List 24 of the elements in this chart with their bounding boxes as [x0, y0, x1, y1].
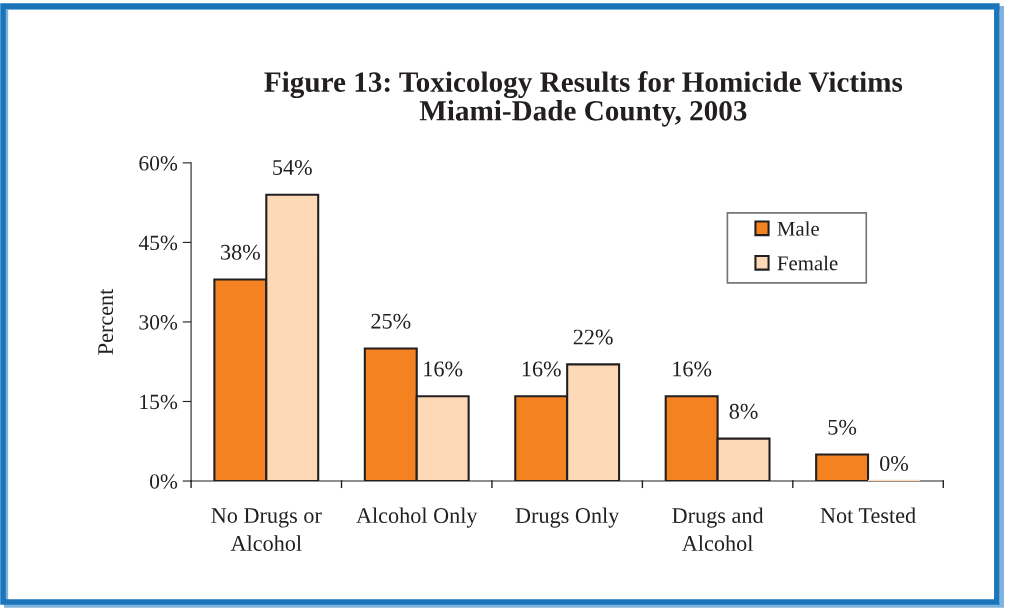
x-tick-label: Not Tested	[820, 507, 916, 524]
y-tick-label: 15%	[140, 394, 178, 410]
data-label: 16%	[673, 361, 712, 377]
data-label: 8%	[729, 403, 758, 419]
x-tick-label: Drugs and Alcohol	[672, 507, 764, 551]
data-label: 0%	[880, 455, 909, 472]
x-tick-label: Alcohol Only	[356, 507, 478, 528]
legend-label: Male	[777, 221, 819, 236]
data-label: 16%	[522, 361, 561, 377]
data-label: 54%	[273, 159, 312, 175]
data-label: 5%	[828, 419, 857, 435]
data-label: 25%	[371, 313, 411, 329]
y-axis-title: Percent	[98, 288, 114, 355]
data-label: 22%	[573, 329, 613, 345]
chart-title: Figure 13: Toxicology Results for Homicide Victims Miami-Dade County, 2003	[264, 71, 903, 127]
legend-label: Female	[777, 255, 838, 271]
y-tick-label: 30%	[139, 315, 178, 330]
y-tick-label: 0%	[150, 474, 178, 489]
x-tick-label: No Drugs or Alcohol	[211, 508, 322, 551]
data-label: 16%	[424, 361, 463, 377]
x-tick-label: Drugs Only	[515, 507, 620, 528]
y-tick-label: 45%	[138, 235, 178, 251]
data-label: 38%	[221, 244, 260, 260]
y-tick-label: 60%	[139, 156, 178, 171]
